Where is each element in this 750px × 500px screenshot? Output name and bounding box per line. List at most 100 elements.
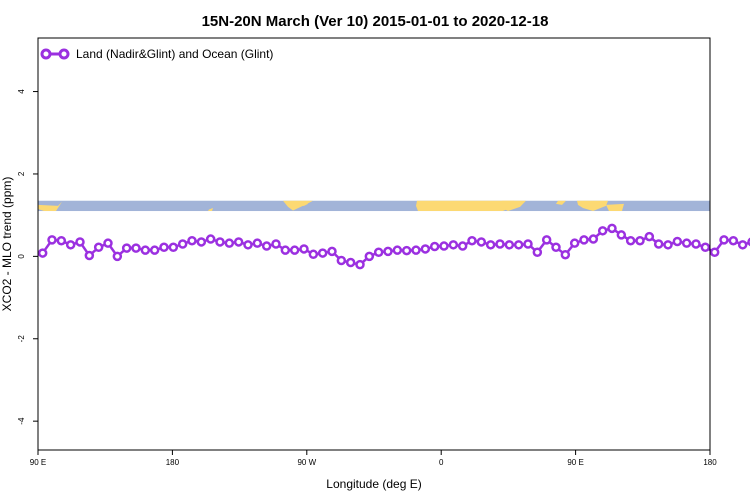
data-point — [532, 247, 543, 257]
data-point — [644, 231, 655, 242]
data-point — [215, 237, 225, 247]
data-point — [448, 240, 459, 250]
data-point — [299, 244, 309, 254]
y-axis-label: XCO2 - MLO trend (ppm) — [0, 177, 14, 312]
y-tick-label: 4 — [17, 89, 26, 94]
y-tick-label: -4 — [17, 417, 26, 425]
data-point — [672, 236, 683, 247]
data-point — [513, 240, 524, 250]
data-point — [131, 243, 141, 253]
data-point — [411, 245, 421, 255]
data-point — [709, 247, 720, 257]
land-shape — [208, 207, 213, 212]
data-point — [681, 238, 692, 248]
data-point — [579, 235, 589, 245]
data-point — [616, 230, 627, 240]
data-point — [289, 245, 300, 255]
x-tick-label: 0 — [439, 458, 444, 467]
y-axis-ticks: -4 -2 0 2 4 — [17, 89, 38, 425]
data-point — [261, 241, 272, 251]
land-shape — [294, 200, 308, 206]
data-point — [243, 240, 253, 250]
data-point — [224, 238, 235, 248]
data-point — [37, 248, 48, 258]
data-point — [187, 235, 197, 246]
x-tick-label: 180 — [703, 458, 717, 467]
data-point — [485, 240, 496, 250]
legend-marker-right — [58, 48, 70, 60]
land-shape — [498, 200, 526, 212]
data-point — [317, 248, 328, 258]
data-point — [308, 249, 319, 260]
data-point — [691, 239, 701, 249]
data-point — [75, 237, 85, 247]
data-point — [345, 257, 356, 268]
data-point — [233, 237, 244, 247]
ocean-band — [38, 200, 710, 212]
data-point — [121, 243, 132, 253]
data-point — [159, 242, 169, 253]
x-axis-ticks: 90 E 180 90 W 0 90 E 180 — [30, 450, 717, 467]
land-shape — [416, 200, 516, 212]
land-shape — [606, 203, 624, 212]
data-point — [65, 240, 76, 250]
data-point — [551, 242, 561, 253]
data-point — [373, 247, 384, 257]
data-point — [383, 246, 393, 257]
land-shape — [577, 200, 608, 212]
legend-marker-left — [40, 48, 52, 60]
x-axis-label: Longitude (deg E) — [326, 477, 421, 491]
y-tick-label: 2 — [17, 171, 26, 176]
data-point — [420, 244, 431, 254]
data-point — [429, 241, 440, 252]
data-point — [597, 226, 608, 236]
data-point — [103, 238, 113, 248]
data-point — [168, 242, 179, 253]
data-point — [457, 241, 468, 251]
data-point — [653, 239, 664, 249]
series-layer — [37, 223, 750, 270]
data-point — [336, 255, 347, 266]
data-point — [196, 237, 207, 247]
data-point — [47, 235, 57, 245]
plot-frame — [37, 37, 711, 451]
data-point — [140, 245, 151, 255]
data-point — [467, 235, 477, 246]
legend: Land (Nadir&Glint) and Ocean (Glint) — [40, 47, 273, 61]
data-point — [569, 238, 580, 248]
data-point — [355, 259, 365, 270]
data-point — [607, 223, 617, 234]
data-point — [728, 235, 739, 246]
x-tick-label: 90 E — [30, 458, 46, 467]
y-tick-label: 0 — [17, 254, 26, 259]
data-point — [392, 245, 403, 255]
land-shape — [556, 200, 566, 205]
data-point — [588, 234, 599, 244]
y-tick-label: -2 — [17, 335, 26, 343]
x-tick-label: 90 E — [567, 458, 583, 467]
data-point — [495, 239, 505, 249]
data-point — [205, 234, 216, 244]
data-point — [112, 251, 123, 262]
chart-title: 15N-20N March (Ver 10) 2015-01-01 to 202… — [202, 13, 549, 30]
data-point — [177, 239, 188, 249]
data-point — [93, 242, 104, 253]
data-point — [280, 245, 291, 255]
data-point — [663, 240, 673, 250]
data-point — [327, 246, 337, 257]
data-point — [560, 249, 571, 260]
data-point — [523, 239, 533, 249]
data-point — [504, 240, 515, 250]
data-point — [719, 235, 729, 245]
data-point — [635, 235, 645, 246]
x-tick-label: 90 W — [297, 458, 316, 467]
data-point — [84, 250, 95, 261]
data-point — [625, 235, 636, 246]
legend-label: Land (Nadir&Glint) and Ocean (Glint) — [76, 47, 273, 61]
x-tick-label: 180 — [166, 458, 180, 467]
land-shape — [38, 201, 62, 212]
data-point — [149, 245, 160, 255]
data-point — [252, 238, 263, 248]
data-point — [364, 251, 375, 262]
data-point — [401, 245, 412, 256]
